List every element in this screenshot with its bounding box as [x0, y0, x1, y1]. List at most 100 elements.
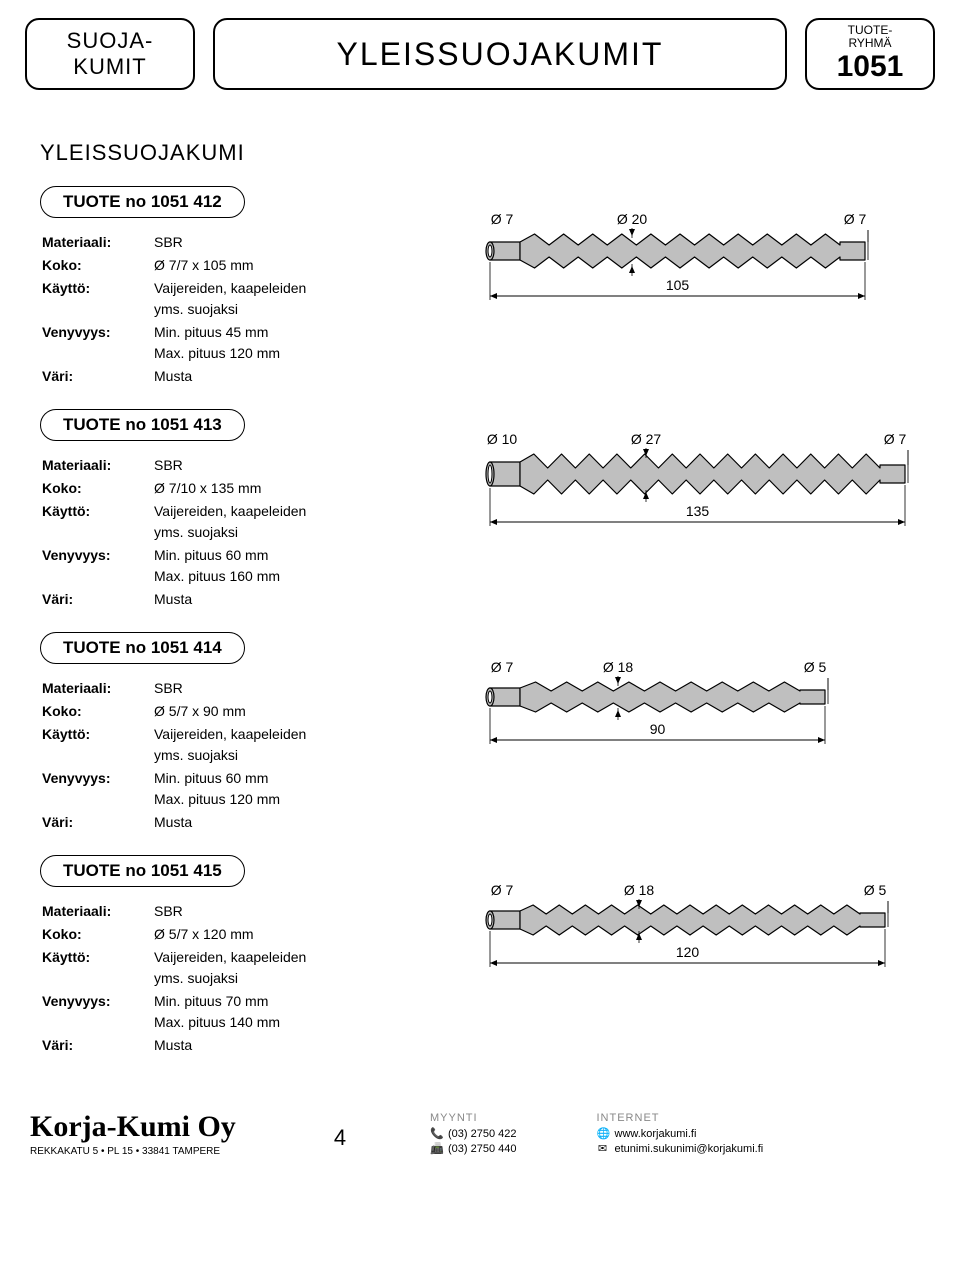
product-spec-block: TUOTE no 1051 415 Materiaali:SBR Koko:Ø … — [40, 855, 440, 1058]
svg-text:Ø 5: Ø 5 — [804, 659, 827, 675]
label-size: Koko: — [42, 924, 152, 945]
val-color: Musta — [154, 812, 306, 833]
label-color: Väri: — [42, 812, 152, 833]
val-material: SBR — [154, 901, 306, 922]
spec-table: Materiaali:SBR Koko:Ø 5/7 x 90 mm Käyttö… — [40, 676, 308, 835]
val-material: SBR — [154, 678, 306, 699]
bellows-diagram: Ø 7 Ø 20 Ø 7 105 — [460, 196, 930, 336]
svg-text:Ø 10: Ø 10 — [487, 431, 518, 447]
val-stretch: Min. pituus 45 mmMax. pituus 120 mm — [154, 322, 306, 364]
product-row: TUOTE no 1051 414 Materiaali:SBR Koko:Ø … — [0, 624, 960, 847]
product-spec-block: TUOTE no 1051 414 Materiaali:SBR Koko:Ø … — [40, 632, 440, 835]
footer-email: etunimi.sukunimi@korjakumi.fi — [615, 1143, 764, 1155]
spec-table: Materiaali:SBR Koko:Ø 5/7 x 120 mm Käytt… — [40, 899, 308, 1058]
header-title: YLEISSUOJAKUMIT — [337, 36, 664, 73]
product-spec-block: TUOTE no 1051 412 Materiaali:SBR Koko:Ø … — [40, 186, 440, 389]
val-material: SBR — [154, 455, 306, 476]
product-title: TUOTE no 1051 414 — [40, 632, 245, 664]
val-material: SBR — [154, 232, 306, 253]
label-use: Käyttö: — [42, 947, 152, 989]
page-footer: Korja-Kumi Oy REKKAKATU 5 • PL 15 • 3384… — [0, 1090, 960, 1172]
label-color: Väri: — [42, 1035, 152, 1056]
globe-icon: 🌐 — [597, 1127, 609, 1140]
product-title: TUOTE no 1051 415 — [40, 855, 245, 887]
mail-icon: ✉ — [597, 1142, 609, 1155]
svg-text:Ø 20: Ø 20 — [617, 211, 648, 227]
header-right-line2: RYHMÄ — [848, 37, 891, 50]
svg-text:90: 90 — [650, 721, 666, 737]
logo-text: Korja-Kumi Oy — [30, 1110, 310, 1144]
spec-table: Materiaali:SBR Koko:Ø 7/10 x 135 mm Käyt… — [40, 453, 308, 612]
footer-left: Korja-Kumi Oy REKKAKATU 5 • PL 15 • 3384… — [30, 1110, 310, 1157]
svg-text:Ø 7: Ø 7 — [844, 211, 867, 227]
header-center-box: YLEISSUOJAKUMIT — [213, 18, 787, 90]
val-size: Ø 5/7 x 120 mm — [154, 924, 306, 945]
product-diagram: Ø 7 Ø 18 Ø 5 120 — [460, 855, 935, 1010]
val-color: Musta — [154, 366, 306, 387]
label-stretch: Venyvyys: — [42, 322, 152, 364]
bellows-diagram: Ø 10 Ø 27 Ø 7 135 — [460, 419, 930, 559]
header-left-box: SUOJA- KUMIT — [25, 18, 195, 90]
section-title: YLEISSUOJAKUMI — [40, 140, 960, 166]
header-left-line1: SUOJA- — [67, 28, 154, 54]
label-stretch: Venyvyys: — [42, 545, 152, 587]
svg-text:Ø 7: Ø 7 — [884, 431, 907, 447]
svg-text:Ø 5: Ø 5 — [864, 882, 887, 898]
val-size: Ø 7/7 x 105 mm — [154, 255, 306, 276]
product-title: TUOTE no 1051 413 — [40, 409, 245, 441]
label-size: Koko: — [42, 478, 152, 499]
product-diagram: Ø 10 Ø 27 Ø 7 135 — [460, 409, 935, 564]
footer-fax: (03) 2750 440 — [448, 1143, 517, 1155]
product-diagram: Ø 7 Ø 20 Ø 7 105 — [460, 186, 935, 341]
label-stretch: Venyvyys: — [42, 768, 152, 810]
product-row: TUOTE no 1051 413 Materiaali:SBR Koko:Ø … — [0, 401, 960, 624]
product-spec-block: TUOTE no 1051 413 Materiaali:SBR Koko:Ø … — [40, 409, 440, 612]
val-color: Musta — [154, 589, 306, 610]
footer-net-col: INTERNET 🌐 www.korjakumi.fi ✉ etunimi.suku… — [597, 1112, 764, 1157]
val-use: Vaijereiden, kaapeleidenyms. suojaksi — [154, 947, 306, 989]
label-material: Materiaali: — [42, 678, 152, 699]
label-size: Koko: — [42, 255, 152, 276]
svg-text:105: 105 — [666, 277, 690, 293]
svg-text:Ø 7: Ø 7 — [491, 211, 514, 227]
label-material: Materiaali: — [42, 901, 152, 922]
bellows-diagram: Ø 7 Ø 18 Ø 5 90 — [460, 642, 930, 782]
footer-address: REKKAKATU 5 • PL 15 • 33841 TAMPERE — [30, 1146, 310, 1157]
header-left-line2: KUMIT — [73, 54, 146, 80]
svg-text:Ø 27: Ø 27 — [631, 431, 662, 447]
val-stretch: Min. pituus 70 mmMax. pituus 140 mm — [154, 991, 306, 1033]
footer-cols: MYYNTI 📞 (03) 2750 422 📠 (03) 2750 440 INT… — [370, 1112, 930, 1157]
val-stretch: Min. pituus 60 mmMax. pituus 120 mm — [154, 768, 306, 810]
bellows-diagram: Ø 7 Ø 18 Ø 5 120 — [460, 865, 930, 1005]
svg-text:120: 120 — [676, 944, 700, 960]
label-color: Väri: — [42, 366, 152, 387]
val-size: Ø 5/7 x 90 mm — [154, 701, 306, 722]
product-row: TUOTE no 1051 415 Materiaali:SBR Koko:Ø … — [0, 847, 960, 1070]
header-right-box: TUOTE- RYHMÄ 1051 — [805, 18, 935, 90]
svg-text:Ø 7: Ø 7 — [491, 882, 514, 898]
val-use: Vaijereiden, kaapeleidenyms. suojaksi — [154, 278, 306, 320]
svg-text:Ø 18: Ø 18 — [624, 882, 655, 898]
phone-icon: 📞 — [430, 1127, 442, 1140]
val-use: Vaijereiden, kaapeleidenyms. suojaksi — [154, 724, 306, 766]
footer-web: www.korjakumi.fi — [615, 1128, 697, 1140]
footer-phone: (03) 2750 422 — [448, 1128, 517, 1140]
val-use: Vaijereiden, kaapeleidenyms. suojaksi — [154, 501, 306, 543]
page-header: SUOJA- KUMIT YLEISSUOJAKUMIT TUOTE- RYHM… — [0, 0, 960, 100]
net-head: INTERNET — [597, 1112, 764, 1124]
label-use: Käyttö: — [42, 501, 152, 543]
label-use: Käyttö: — [42, 278, 152, 320]
label-size: Koko: — [42, 701, 152, 722]
footer-sales-col: MYYNTI 📞 (03) 2750 422 📠 (03) 2750 440 — [430, 1112, 517, 1157]
label-color: Väri: — [42, 589, 152, 610]
spec-table: Materiaali:SBR Koko:Ø 7/7 x 105 mm Käytt… — [40, 230, 308, 389]
product-title: TUOTE no 1051 412 — [40, 186, 245, 218]
product-diagram: Ø 7 Ø 18 Ø 5 90 — [460, 632, 935, 787]
fax-icon: 📠 — [430, 1142, 442, 1155]
svg-text:135: 135 — [686, 503, 710, 519]
val-stretch: Min. pituus 60 mmMax. pituus 160 mm — [154, 545, 306, 587]
sales-head: MYYNTI — [430, 1112, 517, 1124]
label-material: Materiaali: — [42, 455, 152, 476]
svg-text:Ø 7: Ø 7 — [491, 659, 514, 675]
product-row: TUOTE no 1051 412 Materiaali:SBR Koko:Ø … — [0, 178, 960, 401]
